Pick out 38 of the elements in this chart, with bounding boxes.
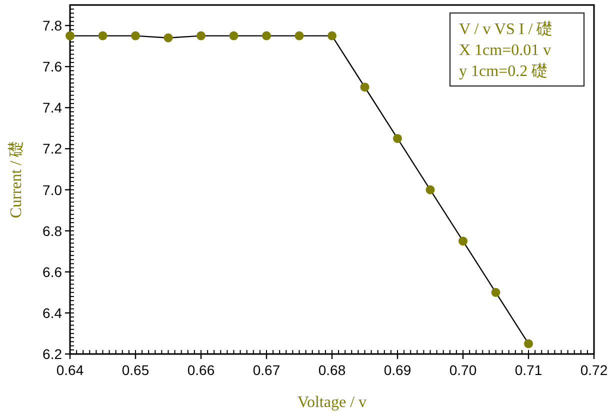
y-tick-label: 7.4 bbox=[42, 100, 62, 116]
x-tick-label: 0.71 bbox=[514, 362, 542, 378]
x-tick-label: 0.65 bbox=[122, 362, 150, 378]
y-tick-label: 6.4 bbox=[42, 304, 62, 321]
x-tick-label: 0.68 bbox=[318, 362, 346, 378]
point bbox=[294, 31, 304, 40]
point bbox=[426, 185, 435, 194]
x-tick-label: 0.67 bbox=[252, 362, 280, 378]
point bbox=[458, 236, 468, 246]
y-axis-title: Current / 礎 bbox=[7, 140, 25, 218]
x-tick-label: 0.72 bbox=[580, 362, 608, 378]
x-axis-title: Voltage / v bbox=[297, 394, 367, 411]
point bbox=[98, 31, 108, 40]
y-tick-label: 6.6 bbox=[42, 264, 62, 280]
y-tick-label: 7.6 bbox=[42, 58, 62, 75]
x-tick-label: 0.70 bbox=[449, 362, 477, 378]
y-tick-label: 7.2 bbox=[42, 140, 62, 157]
point bbox=[262, 31, 271, 40]
x-tick-label: 0.64 bbox=[56, 362, 84, 378]
point bbox=[229, 31, 238, 40]
point bbox=[131, 31, 140, 40]
x-tick-label: 0.69 bbox=[384, 362, 412, 378]
point bbox=[66, 31, 74, 40]
point bbox=[491, 288, 500, 297]
y-tick-label: 7.0 bbox=[42, 182, 62, 198]
y-tick-label: 6.8 bbox=[42, 222, 62, 239]
y-tick-label: 6.2 bbox=[42, 346, 62, 362]
x-tick-label: 0.66 bbox=[187, 362, 215, 378]
annotation: y 1cm=0.2 礎 bbox=[459, 62, 548, 80]
point bbox=[393, 134, 402, 143]
point bbox=[196, 31, 206, 40]
annotation: V / v VS I / 礎 bbox=[459, 20, 553, 38]
point bbox=[328, 31, 336, 40]
point bbox=[360, 82, 370, 92]
point bbox=[524, 339, 533, 348]
y-tick-label: 7.8 bbox=[42, 18, 62, 34]
point bbox=[164, 33, 173, 42]
annotation: X 1cm=0.01 v bbox=[459, 42, 552, 59]
